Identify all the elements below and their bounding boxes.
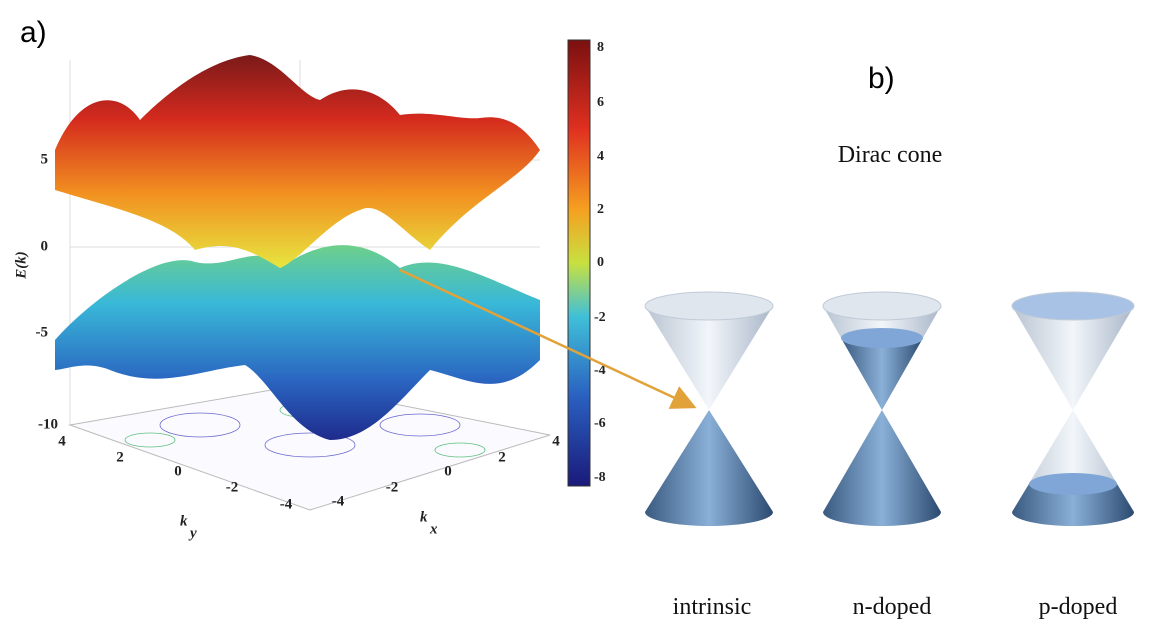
colorbar-tick-label: 2 [597,202,604,217]
cone-n-doped [822,291,942,526]
colorbar-tick-label: -6 [594,416,606,431]
panel-a: a) 5 0 -5 -10 E(k) 4 2 0 -2 -4 k y -4 -2… [13,16,605,541]
z-tick-label: 5 [41,151,49,167]
z-tick-label: -5 [36,324,49,340]
kx-tick-label: -2 [386,479,399,495]
lower-band [55,245,540,440]
ky-tick-label: -4 [280,496,293,512]
colorbar-tick-label: 8 [597,40,604,55]
ky-tick-label: 2 [116,449,124,465]
colorbar-tick-label: -8 [594,470,606,485]
ky-tick-label: -2 [226,479,239,495]
panel-title: Dirac cone [838,142,943,168]
panel-label: a) [20,16,47,49]
cone-label: n-doped [853,594,932,620]
ky-label-sub: y [188,525,197,541]
colorbar-tick-label: 0 [597,255,604,270]
colorbar [567,39,591,487]
ky-tick-label: 0 [174,463,182,479]
colorbar-tick-label: -4 [594,363,606,378]
kx-tick-label: -4 [332,493,345,509]
cone-intrinsic [644,291,774,526]
colorbar-tick-label: 6 [597,95,604,110]
ky-tick-label: 4 [58,433,66,449]
z-tick-label: -10 [38,416,58,432]
kx-tick-label: 4 [552,433,560,449]
panel-label: b) [868,62,895,95]
arrow [399,268,697,409]
ky-label: k [180,513,188,529]
cone-p-doped [1011,291,1135,526]
panel-b: b) Dirac cone intrinsic n-doped p-doped [644,62,1135,620]
kx-label: k [420,509,428,525]
cone-label: intrinsic [673,594,752,620]
cone-label: p-doped [1039,594,1118,620]
floor [68,384,551,511]
upper-band [55,55,540,268]
colorbar-tick-label: -2 [594,310,606,325]
kx-label-sub: x [429,521,438,537]
z-tick-label: 0 [41,238,49,254]
kx-tick-label: 2 [498,449,506,465]
colorbar-tick-label: 4 [597,149,604,164]
kx-tick-label: 0 [444,463,452,479]
z-axis-label: E(k) [13,251,29,280]
contours [124,401,486,458]
